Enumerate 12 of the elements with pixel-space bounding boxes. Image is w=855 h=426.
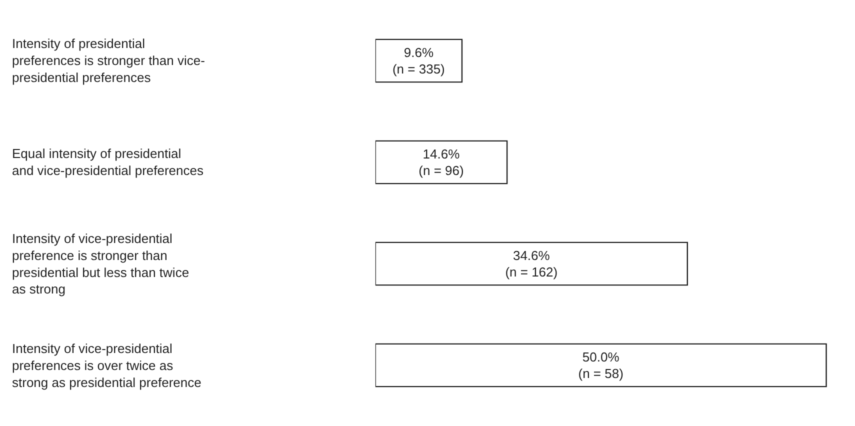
data-label: 34.6% (n = 162) [505,248,558,280]
data-label: 14.6% (n = 96) [418,146,464,178]
data-label: 9.6% (n = 335) [392,44,445,77]
y-tick-label: Intensity of presidential preferences is stronger than vice-presidential preferences [12,36,205,85]
bar [375,242,688,286]
y-tick-label: Intensity of vice-presidential preferences is over twice as strong as presidential preference [12,341,202,390]
y-tick-label: Equal intensity of presidential and vice-presidential preferences [12,146,204,178]
y-tick-label: Intensity of vice-presidential preference is stronger than presidential but less than twice as strong [12,231,190,297]
bar [375,140,508,184]
data-label: 50.0% (n = 58) [578,349,624,382]
bar [375,38,463,83]
bar [375,343,827,388]
